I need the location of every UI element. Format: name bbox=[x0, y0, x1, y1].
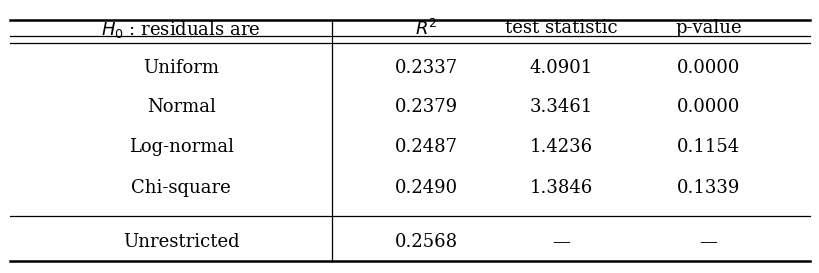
Text: 0.2337: 0.2337 bbox=[394, 59, 457, 77]
Text: 1.3846: 1.3846 bbox=[529, 179, 592, 197]
Text: —: — bbox=[699, 233, 717, 251]
Text: 0.2379: 0.2379 bbox=[394, 98, 457, 116]
Text: $R^2$: $R^2$ bbox=[414, 19, 437, 39]
Text: p-value: p-value bbox=[674, 19, 740, 37]
Text: test statistic: test statistic bbox=[505, 19, 617, 37]
Text: 0.2487: 0.2487 bbox=[395, 138, 457, 156]
Text: 0.2568: 0.2568 bbox=[394, 233, 457, 251]
Text: 1.4236: 1.4236 bbox=[529, 138, 592, 156]
Text: Unrestricted: Unrestricted bbox=[123, 233, 239, 251]
Text: $H_0$ : residuals are: $H_0$ : residuals are bbox=[102, 19, 260, 40]
Text: Chi-square: Chi-square bbox=[131, 179, 231, 197]
Text: —: — bbox=[551, 233, 569, 251]
Text: 0.1154: 0.1154 bbox=[676, 138, 739, 156]
Text: 0.2490: 0.2490 bbox=[394, 179, 457, 197]
Text: Uniform: Uniform bbox=[143, 59, 219, 77]
Text: 0.0000: 0.0000 bbox=[676, 98, 739, 116]
Text: Normal: Normal bbox=[147, 98, 215, 116]
Text: 4.0901: 4.0901 bbox=[529, 59, 592, 77]
Text: Log-normal: Log-normal bbox=[129, 138, 233, 156]
Text: 0.0000: 0.0000 bbox=[676, 59, 739, 77]
Text: 3.3461: 3.3461 bbox=[529, 98, 592, 116]
Text: 0.1339: 0.1339 bbox=[676, 179, 739, 197]
